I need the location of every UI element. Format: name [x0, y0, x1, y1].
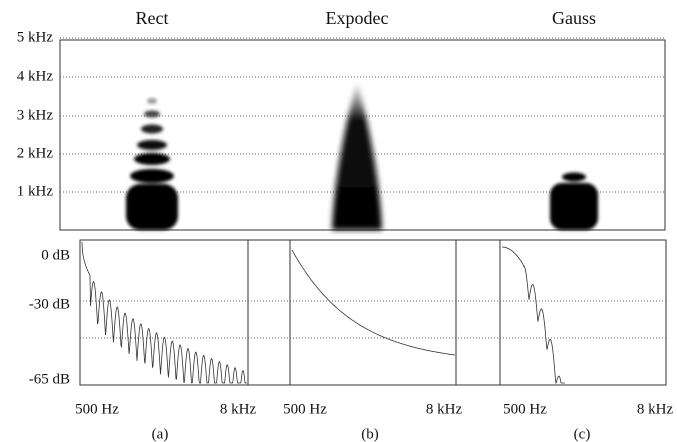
expodec-spectrum: [291, 249, 456, 356]
y-label: 1 kHz: [17, 183, 54, 199]
x-label: 8 kHz: [426, 401, 463, 417]
y-label: 5 kHz: [17, 29, 54, 45]
x-label: 500 Hz: [503, 401, 547, 417]
y-label: 2 kHz: [17, 145, 54, 161]
y-label: -65 dB: [29, 371, 70, 387]
rect-spectrum: [81, 241, 247, 384]
caption: (b): [361, 426, 379, 442]
y-label: 4 kHz: [17, 68, 54, 84]
expodec-grain: [332, 82, 382, 230]
gauss-spectrum: [502, 246, 565, 385]
column-title: Gauss: [552, 8, 596, 28]
x-label: 500 Hz: [75, 401, 119, 417]
caption: (a): [152, 426, 169, 442]
rect-grain: [126, 98, 178, 230]
caption: (c): [574, 426, 591, 442]
x-label: 8 kHz: [220, 401, 257, 417]
y-label: 0 dB: [41, 247, 70, 263]
spectra-frame: [79, 239, 667, 386]
column-title: Expodec: [326, 8, 389, 28]
x-label: 500 Hz: [283, 401, 327, 417]
y-label: -30 dB: [29, 296, 70, 312]
y-label: 3 kHz: [17, 107, 54, 123]
x-label: 8 kHz: [637, 401, 674, 417]
column-title: Rect: [136, 8, 169, 28]
gauss-grain: [550, 172, 598, 230]
